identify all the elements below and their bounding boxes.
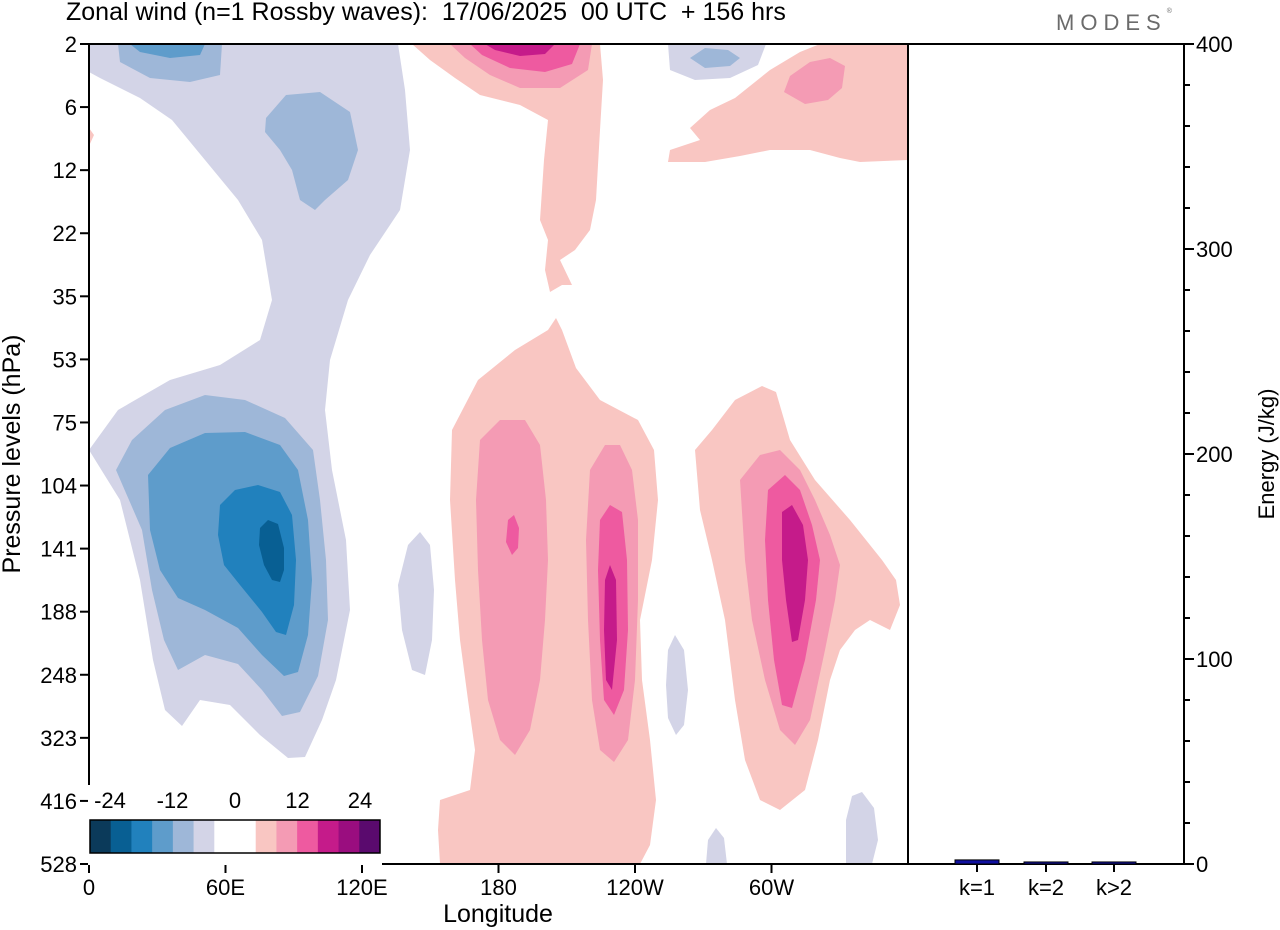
contour-pos-11	[412, 44, 603, 292]
colorbar-label: 0	[229, 788, 241, 813]
colorbar-swatch	[193, 820, 215, 853]
energy-tick-label: 0	[1196, 852, 1208, 877]
colorbar-swatch	[255, 820, 277, 853]
energy-category-label: k>2	[1096, 875, 1132, 900]
energy-category-label: k=2	[1028, 875, 1064, 900]
y-tick-label: 22	[53, 221, 77, 246]
colorbar-swatch	[338, 820, 360, 853]
energy-category-label: k=1	[959, 875, 995, 900]
y-tick-label: 416	[40, 789, 77, 814]
y-tick-label: 75	[53, 410, 77, 435]
y-tick-label: 141	[40, 537, 77, 562]
colorbar-swatch	[359, 820, 381, 853]
energy-tick-label: 100	[1196, 647, 1233, 672]
x-tick-label: 60W	[749, 875, 794, 900]
colorbar-swatch	[110, 820, 132, 853]
energy-tick-label: 400	[1196, 32, 1233, 57]
colorbar-label: 12	[285, 788, 309, 813]
contour-neg-9	[398, 532, 434, 675]
contour-neg-8	[130, 44, 205, 58]
contour-field	[89, 44, 908, 864]
colorbar-swatch	[172, 820, 195, 853]
y-tick-label: 323	[40, 726, 77, 751]
contour-pos-17	[89, 128, 94, 146]
y-tick-label: 53	[53, 347, 77, 372]
x-tick-label: 120E	[336, 875, 387, 900]
energy-bars: k=1 k=2 k>2	[954, 859, 1137, 900]
brand-logo: MODES®	[1056, 8, 1172, 36]
x-tick-label: 120W	[606, 875, 664, 900]
y-tick-label: 2	[65, 32, 77, 57]
contour-neg-11	[706, 828, 727, 864]
brand-mark: ®	[1166, 8, 1172, 15]
contour-pos-10	[782, 505, 808, 642]
contour-neg-5	[259, 520, 284, 582]
y-tick-label: 6	[65, 95, 77, 120]
energy-tick-label: 300	[1196, 237, 1233, 262]
x-tick-label: 60E	[206, 875, 245, 900]
contour-pos-15	[668, 44, 908, 162]
contour-neg-12	[846, 792, 878, 864]
colorbar-label: 24	[348, 788, 372, 813]
energy-axis: 0 100 200 300 400	[1184, 32, 1233, 877]
contour-neg-14	[690, 48, 740, 68]
colorbar-swatch	[90, 820, 112, 853]
colorbar-swatch	[297, 820, 319, 853]
y-tick-label: 12	[53, 158, 77, 183]
brand-text: MODES	[1056, 10, 1167, 35]
energy-bar	[954, 859, 1000, 865]
y-tick-label: 104	[40, 474, 77, 499]
contour-neg-4	[218, 485, 296, 635]
colorbar-swatch	[317, 820, 340, 853]
energy-tick-label: 200	[1196, 442, 1233, 467]
y-tick-label: 528	[40, 852, 77, 877]
contour-pos-16	[784, 58, 845, 104]
contour-pos-13	[470, 44, 580, 72]
colorbar-swatch	[276, 820, 298, 853]
x-tick-label: 180	[480, 875, 517, 900]
contour-neg-10	[666, 635, 688, 735]
colorbar: -24 -12 0 12 24	[88, 785, 382, 865]
energy-axis-label: Energy (J/kg)	[1254, 389, 1279, 520]
y-tick-label: 248	[40, 663, 77, 688]
energy-bar	[1091, 861, 1137, 865]
contour-neg-6	[265, 92, 358, 210]
contour-pos-3	[506, 515, 519, 555]
colorbar-swatch	[152, 820, 174, 853]
colorbar-swatch	[131, 820, 153, 853]
x-tick-label: 0	[83, 875, 95, 900]
colorbar-label: -12	[157, 788, 189, 813]
x-axis-label: Longitude	[443, 900, 553, 928]
chart-title: Zonal wind (n=1 Rossby waves): 17/06/202…	[66, 0, 786, 26]
contour-pos-2	[476, 420, 548, 755]
colorbar-label: -24	[94, 788, 126, 813]
y-axis: 2 6 12 22 35 53 75 104 141 188 248 323 416 528	[40, 32, 89, 877]
y-tick-label: 35	[53, 284, 77, 309]
x-axis: 0 60E 120E 180 120W 60W	[83, 864, 794, 900]
y-axis-label: Pressure levels (hPa)	[0, 335, 26, 574]
contour-pos-6	[604, 565, 617, 690]
colorbar-frame	[89, 819, 381, 854]
colorbar-swatch	[235, 820, 257, 853]
colorbar-swatch	[214, 820, 236, 853]
contour-pos-14	[485, 44, 555, 56]
y-tick-label: 188	[40, 600, 77, 625]
energy-bar	[1023, 861, 1069, 865]
